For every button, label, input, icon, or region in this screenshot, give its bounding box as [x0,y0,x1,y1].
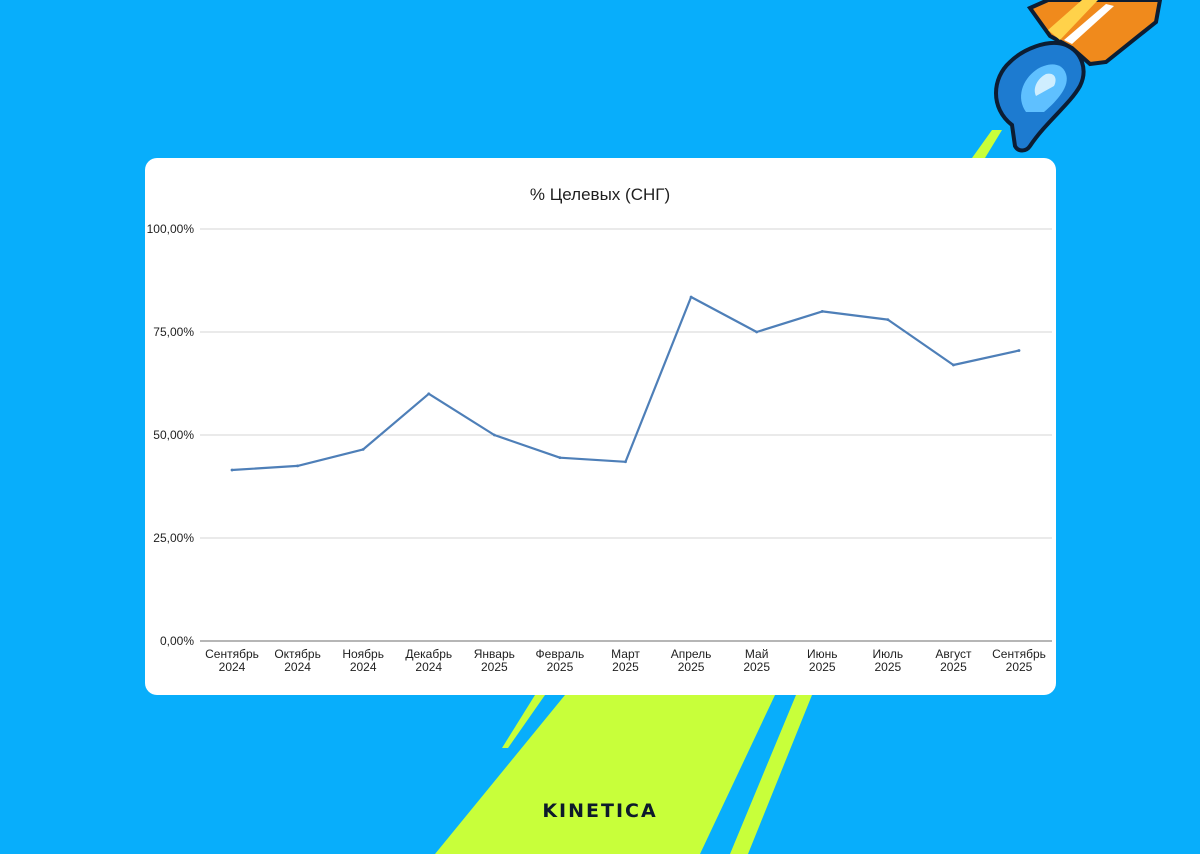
data-point [1017,349,1021,352]
y-axis-ticks: 0,00% 25,00% 50,00% 75,00% 100,00% [147,222,195,648]
x-tick-label: Ноябрь 2024 [342,647,384,674]
brand-logo: KINETICA [542,800,658,822]
x-tick-label: Сентябрь 2025 [992,647,1046,674]
x-tick-label: Январь 2025 [474,647,515,674]
data-point [296,464,299,468]
streak-main [435,695,775,854]
data-point [361,448,365,451]
y-tick-label: 0,00% [160,634,194,648]
data-point [820,310,824,313]
x-axis-ticks: Сентябрь 2024 Октябрь 2024 Ноябрь 2024 Декабрь… [205,647,1046,674]
data-point [558,456,562,460]
y-tick-label: 50,00% [153,428,194,442]
x-tick-label: Июль 2025 [873,647,904,674]
grid-layer [200,228,1052,642]
x-tick-label: Февраль 2025 [536,647,585,674]
data-point [427,392,431,396]
y-tick-label: 100,00% [147,222,195,236]
streak-right [730,695,812,854]
speed-streaks [435,130,1002,854]
series-layer [230,295,1021,472]
x-tick-label: Июнь 2025 [807,647,838,674]
streak-top [972,130,1002,158]
chart-title: % Целевых (СНГ) [530,185,670,204]
data-point [755,330,759,334]
data-point [624,460,627,464]
data-point [886,318,890,322]
chart-card: % Целевых (СНГ) 0,00% 25,00% 50,00% 75,00% 1… [145,158,1056,695]
data-point [230,468,234,472]
data-point [492,433,496,437]
data-point [689,295,693,299]
x-tick-label: Май 2025 [743,647,770,674]
rocket-icon [994,0,1163,153]
series-line [230,295,1021,472]
x-tick-label: Апрель 2025 [671,647,712,674]
y-tick-label: 25,00% [153,531,194,545]
x-tick-label: Декабрь 2024 [405,647,452,674]
x-tick-label: Октябрь 2024 [274,647,321,674]
x-tick-label: Сентябрь 2024 [205,647,259,674]
y-tick-label: 75,00% [153,325,194,339]
x-tick-label: Март 2025 [611,647,640,674]
x-tick-label: Август 2025 [935,647,972,674]
data-point [952,363,955,367]
streak-left [502,695,545,748]
line-chart: % Целевых (СНГ) 0,00% 25,00% 50,00% 75,00% 1… [147,185,1052,674]
